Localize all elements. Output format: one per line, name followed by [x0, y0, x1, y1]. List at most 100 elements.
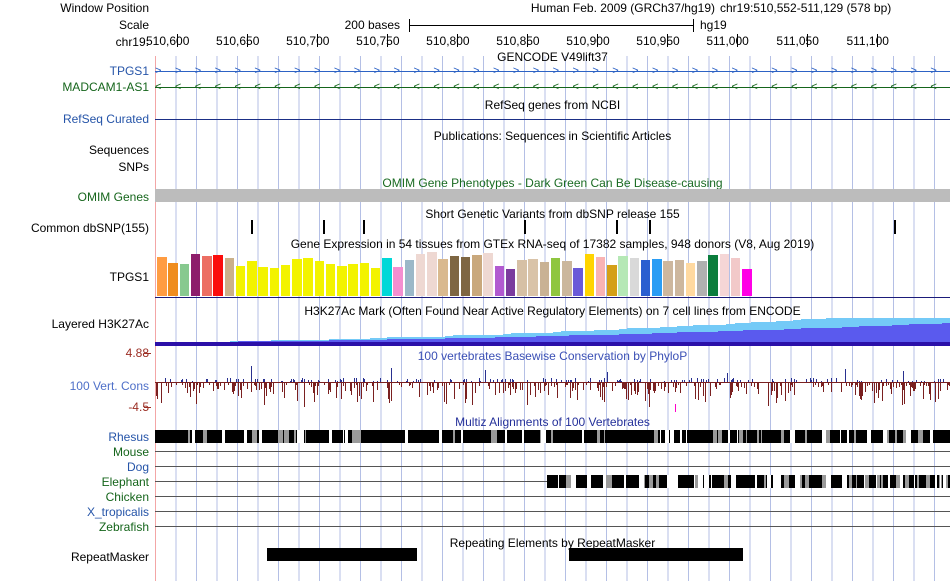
h3k27ac-signal-track[interactable] [155, 316, 950, 344]
gtex-tissue-bar[interactable] [674, 260, 685, 296]
gtex-tissue-bar[interactable] [269, 268, 280, 296]
dbsnp-label[interactable]: Common dbSNP(155) [30, 221, 149, 235]
gtex-tissue-bar[interactable] [472, 255, 482, 296]
gtex-tissue-bar[interactable] [382, 258, 392, 296]
multiz-alignments[interactable]: Rhesus Mouse Dog Elephant Chicken X_tropicali… [0, 430, 950, 534]
refseq-label[interactable]: RefSeq Curated [62, 112, 149, 126]
h3k27ac-label[interactable]: Layered H3K27Ac [51, 317, 149, 331]
multiz-align-row[interactable] [155, 505, 950, 518]
gtex-tissue-bar[interactable] [697, 261, 707, 296]
gtex-tissue-bar[interactable] [550, 258, 561, 296]
gtex-tissue-bar[interactable] [213, 255, 223, 296]
omim-label[interactable]: OMIM Genes [77, 190, 149, 204]
multiz-align-row[interactable] [155, 445, 950, 458]
gtex-tissue-bar[interactable] [663, 261, 673, 296]
gtex-expression-bars[interactable] [157, 251, 950, 296]
gtex-tissue-bar[interactable] [505, 269, 516, 296]
omim-bar-fill[interactable] [155, 189, 950, 202]
dbsnp-variant-tick[interactable] [323, 220, 325, 234]
gtex-tissue-bar[interactable] [539, 262, 550, 296]
gtex-tissue-bar[interactable] [528, 259, 538, 296]
publications-sequences-label[interactable]: Sequences [88, 143, 149, 157]
gtex-tissue-bar[interactable] [179, 264, 190, 296]
gtex-tissue-bar[interactable] [460, 257, 471, 296]
gtex-tissue-bar[interactable] [325, 264, 336, 296]
gtex-tissue-bar[interactable] [404, 260, 415, 296]
dbsnp-variant-tick[interactable] [616, 220, 618, 234]
gtex-tissue-bar[interactable] [235, 266, 246, 296]
gtex-tissue-bar[interactable] [708, 255, 718, 296]
gtex-tissue-bar[interactable] [202, 256, 212, 296]
gtex-tissue-bar[interactable] [562, 261, 572, 296]
gtex-tissue-bar[interactable] [427, 252, 437, 296]
gtex-tissue-bar[interactable] [595, 257, 606, 296]
multiz-species-label-rhesus[interactable]: Rhesus [108, 430, 149, 444]
dbsnp-variant-tick[interactable] [363, 220, 365, 234]
gtex-tissue-bar[interactable] [483, 253, 493, 296]
gtex-tissue-bar[interactable] [573, 268, 583, 296]
repeatmasker-element[interactable] [267, 548, 417, 561]
repeatmasker-elements[interactable] [155, 548, 950, 564]
gtex-tissue-bar[interactable] [348, 264, 358, 296]
gtex-tissue-bar[interactable] [370, 268, 381, 296]
multiz-species-label-chicken[interactable]: Chicken [105, 490, 149, 504]
dbsnp-variant-tick[interactable] [894, 220, 896, 234]
gtex-tissue-bar[interactable] [280, 265, 291, 296]
gene-label-madcam1-as1[interactable]: MADCAM1-AS1 [62, 80, 149, 94]
multiz-align-row[interactable] [155, 520, 950, 533]
gtex-tissue-bar[interactable] [168, 263, 178, 296]
multiz-species-label-zebrafish[interactable]: Zebrafish [98, 520, 149, 534]
publications-snps-label[interactable]: SNPs [118, 160, 149, 174]
gtex-tissue-bar[interactable] [157, 257, 167, 296]
coordinate-ruler[interactable]: 510,600 510,650 510,700 510,750 510,800 510,8… [146, 34, 950, 52]
gtex-tissue-bar[interactable] [607, 265, 617, 296]
multiz-species-label-elephant[interactable]: Elephant [101, 475, 149, 489]
gtex-tissue-bar[interactable] [337, 266, 347, 296]
gtex-label[interactable]: TPGS1 [109, 270, 149, 284]
gtex-tissue-bar[interactable] [438, 259, 448, 296]
dbsnp-variant-tick[interactable] [649, 220, 651, 234]
conservation-label[interactable]: 100 Vert. Cons [69, 379, 149, 393]
multiz-align-row[interactable] [155, 460, 950, 473]
gtex-tissue-bar[interactable] [618, 256, 628, 296]
gtex-tissue-bar[interactable] [292, 259, 302, 296]
gtex-tissue-bar[interactable] [629, 258, 640, 296]
gtex-tissue-bar[interactable] [685, 263, 696, 296]
gtex-tissue-bar[interactable] [730, 258, 741, 296]
gtex-tissue-bar[interactable] [494, 266, 505, 296]
dbsnp-variants-track[interactable] [155, 220, 950, 234]
gtex-tissue-bar[interactable] [393, 267, 403, 296]
conservation-positive-bar [571, 380, 572, 382]
gtex-tissue-bar[interactable] [415, 254, 426, 296]
gene-label-tpgs1[interactable]: TPGS1 [109, 64, 149, 78]
multiz-species-label-x_tropicalis[interactable]: X_tropicalis [86, 505, 149, 519]
gene-track-madcam1-as1[interactable]: < < < < < < < < < < < < < < < < < < < < … [155, 81, 950, 94]
conservation-signal-track[interactable] [155, 356, 950, 414]
gtex-tissue-bar[interactable] [247, 261, 257, 296]
gtex-tissue-bar[interactable] [258, 267, 268, 296]
multiz-align-row[interactable] [155, 490, 950, 503]
gtex-tissue-bar[interactable] [190, 254, 201, 296]
multiz-species-label-mouse[interactable]: Mouse [112, 445, 149, 459]
multiz-align-row[interactable] [155, 475, 950, 488]
gtex-tissue-bar[interactable] [359, 263, 370, 296]
gtex-tissue-bar[interactable] [719, 254, 730, 296]
gtex-tissue-bar[interactable] [449, 256, 460, 296]
gtex-tissue-bar[interactable] [584, 254, 595, 296]
gtex-tissue-bar[interactable] [652, 259, 662, 296]
omim-gene-bar[interactable] [155, 189, 950, 202]
gene-track-tpgs1[interactable]: > > > > > > > > > > > > > > > > > > > > … [155, 65, 950, 78]
multiz-species-label-dog[interactable]: Dog [126, 460, 149, 474]
gtex-tissue-bar[interactable] [314, 261, 325, 296]
gtex-tissue-bar[interactable] [517, 260, 527, 296]
gtex-tissue-bar[interactable] [640, 260, 651, 296]
multiz-align-row[interactable] [155, 430, 950, 443]
gtex-tissue-bar[interactable] [224, 258, 235, 296]
gtex-tissue-bar[interactable] [303, 258, 313, 296]
repeatmasker-label[interactable]: RepeatMasker [70, 550, 149, 564]
repeatmasker-element[interactable] [569, 548, 743, 561]
dbsnp-variant-tick[interactable] [524, 220, 526, 234]
dbsnp-variant-tick[interactable] [251, 220, 253, 234]
gtex-tissue-bar[interactable] [742, 269, 752, 296]
